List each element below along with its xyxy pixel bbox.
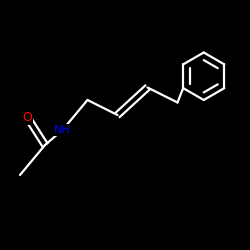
Text: O: O — [22, 111, 32, 124]
Text: NH: NH — [54, 125, 71, 135]
